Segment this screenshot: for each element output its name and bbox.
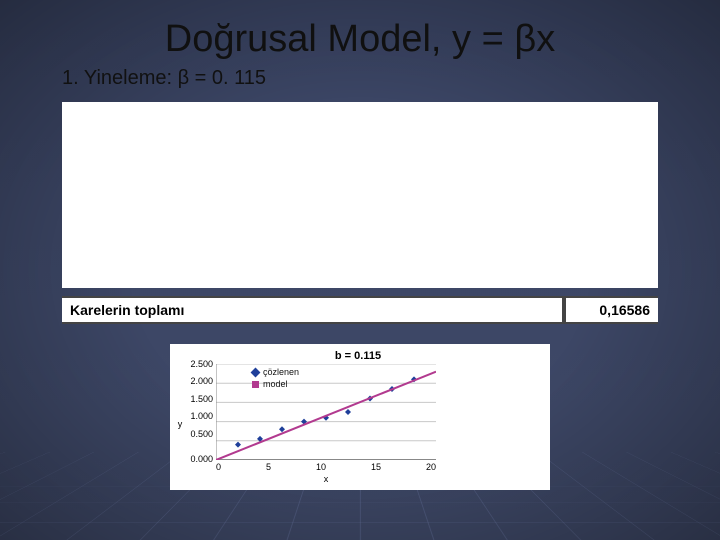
blank-panel (62, 102, 658, 288)
x-tick-label: 0 (216, 462, 221, 472)
y-tick-label: 2.500 (186, 360, 213, 369)
plot-area (216, 364, 436, 460)
x-tick-label: 5 (266, 462, 271, 472)
chart-title: b = 0.115 (174, 350, 542, 362)
page-title: Doğrusal Model, y = βx (40, 18, 680, 61)
x-tick-label: 20 (426, 462, 436, 472)
legend-swatch-square-icon (252, 381, 259, 388)
chart-legend: çözlenen model (252, 366, 299, 390)
y-tick-label: 2.000 (186, 377, 213, 386)
y-tick-label: 1.500 (186, 395, 213, 404)
y-axis-ticks: 2.5002.0001.5001.0000.5000.000 (186, 364, 216, 460)
y-tick-label: 0.000 (186, 455, 213, 464)
iteration-subtitle: 1. Yineleme: β = 0. 115 (62, 67, 680, 90)
chart-body: y 2.5002.0001.5001.0000.5000.000 0510152… (174, 364, 542, 484)
x-axis-ticks: 0 5 10 15 20 (216, 460, 436, 472)
chart: b = 0.115 çözlenen model y 2.500 2.000 1.5… (170, 344, 550, 490)
sum-of-squares-label: Karelerin toplamı (62, 298, 564, 322)
legend-label: çözlenen (263, 366, 299, 378)
y-tick-label: 1.000 (186, 412, 213, 421)
legend-swatch-diamond-icon (251, 367, 261, 377)
sum-of-squares-value: 0,16586 (564, 298, 658, 322)
x-axis-label: x (216, 472, 436, 484)
x-tick-label: 15 (371, 462, 381, 472)
legend-item: model (252, 378, 299, 390)
y-axis-label: y (174, 364, 186, 484)
y-tick-label: 0.500 (186, 430, 213, 439)
x-tick-label: 10 (316, 462, 326, 472)
legend-item: çözlenen (252, 366, 299, 378)
sum-of-squares-row: Karelerin toplamı 0,16586 (62, 296, 658, 324)
slide: Doğrusal Model, y = βx 1. Yineleme: β = … (0, 0, 720, 540)
legend-label: model (263, 378, 288, 390)
